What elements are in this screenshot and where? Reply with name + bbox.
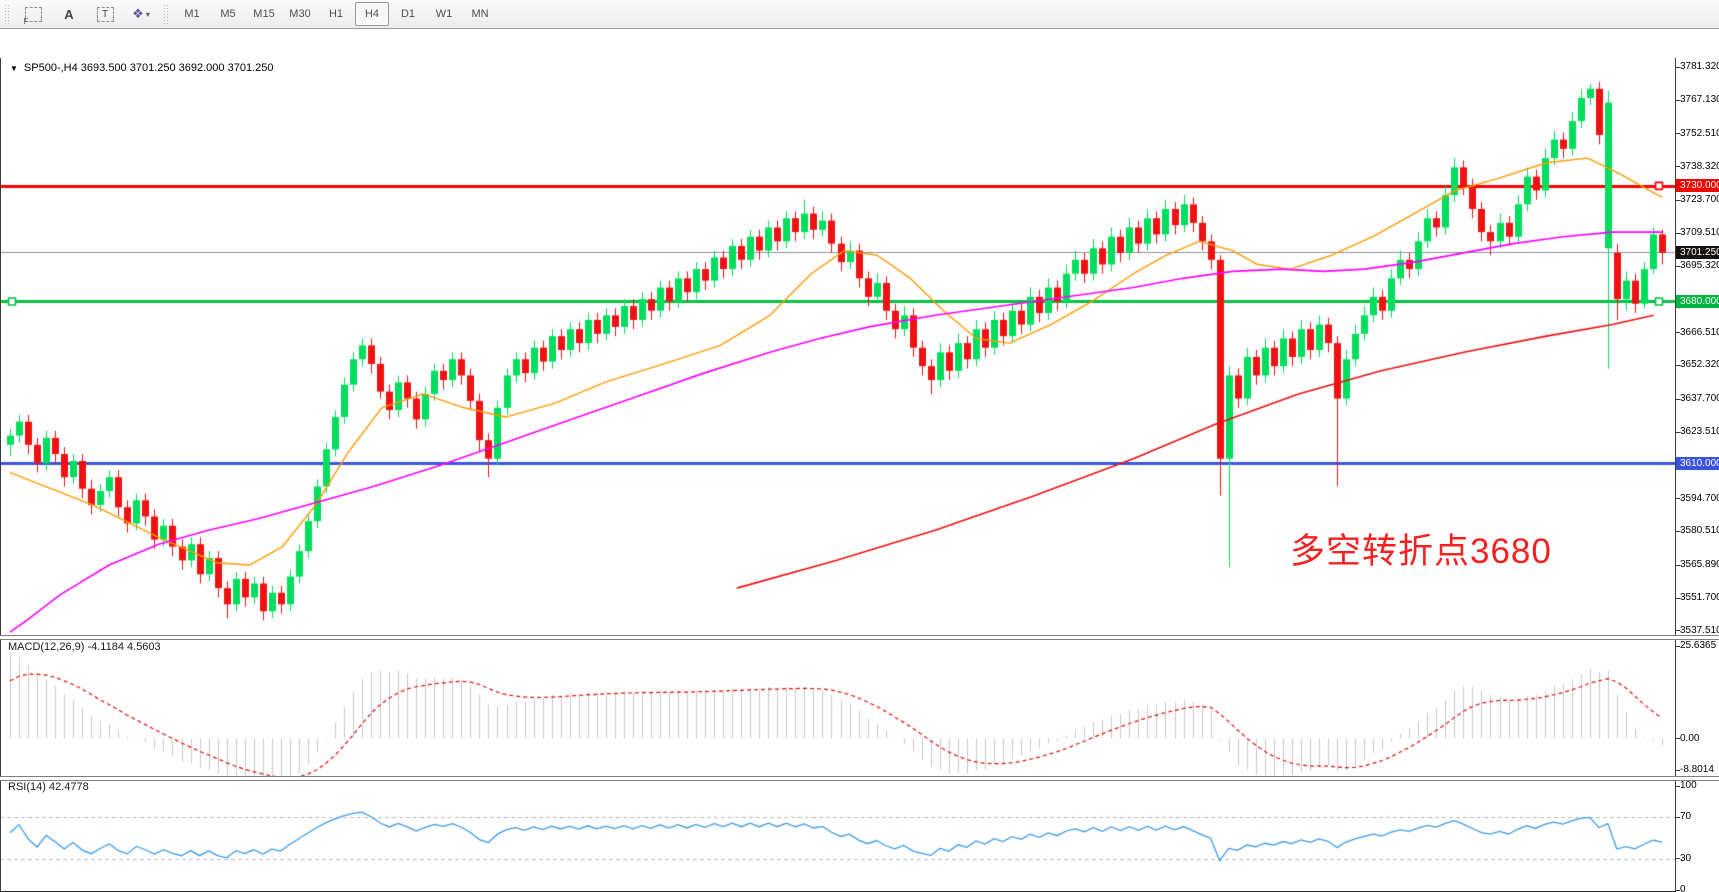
rsi-axis-tick: 30 bbox=[1680, 852, 1692, 864]
toolbar: F A T ❖ ▾ M1 M5 M15 M30 H1 H4 D1 W1 MN bbox=[0, 0, 1719, 29]
macd-axis-tick-mark bbox=[1675, 738, 1680, 740]
price-tag-3680.000: 3680.000 bbox=[1676, 294, 1719, 308]
rsi-panel-canvas[interactable] bbox=[0, 779, 1676, 891]
timeframe-w1[interactable]: W1 bbox=[435, 8, 453, 20]
price-axis-tick-mark bbox=[1675, 232, 1680, 234]
timeframe-m5[interactable]: M5 bbox=[220, 8, 236, 20]
price-tag-3610.000: 3610.000 bbox=[1676, 456, 1719, 470]
color-palette-icon[interactable]: ❖ ▾ bbox=[132, 6, 150, 21]
text-box-icon[interactable]: T bbox=[88, 2, 122, 26]
price-axis-tick-mark bbox=[1675, 265, 1680, 267]
price-tag-3701.250: 3701.250 bbox=[1676, 245, 1719, 259]
rsi-axis-tick-mark bbox=[1675, 858, 1680, 860]
panel-separator[interactable] bbox=[0, 635, 1719, 640]
price-axis-tick-mark bbox=[1675, 530, 1680, 532]
letter-a-icon[interactable]: A bbox=[64, 6, 74, 22]
panel-separator[interactable] bbox=[0, 776, 1719, 781]
toolbar-grip[interactable] bbox=[163, 4, 170, 24]
price-axis-tick: 3594.700 bbox=[1680, 492, 1719, 504]
price-axis-tick-mark bbox=[1675, 564, 1680, 566]
price-axis-tick-mark bbox=[1675, 332, 1680, 334]
macd-label: MACD(12,26,9) -4.1184 4.5603 bbox=[8, 641, 161, 653]
timeframe-d1[interactable]: D1 bbox=[400, 8, 416, 20]
timeframe-mn[interactable]: MN bbox=[471, 8, 489, 20]
price-axis-tick: 3695.320 bbox=[1680, 260, 1719, 272]
rsi-axis-tick: 0 bbox=[1680, 884, 1686, 892]
timeframe-h4[interactable]: H4 bbox=[355, 2, 389, 26]
chart-text-annotation[interactable]: 多空转折点3680 bbox=[1290, 532, 1552, 571]
price-axis-tick-mark bbox=[1675, 498, 1680, 500]
price-axis-tick: 3637.700 bbox=[1680, 393, 1719, 405]
price-tag-3730.000: 3730.000 bbox=[1676, 179, 1719, 193]
price-axis-tick-mark bbox=[1675, 364, 1680, 366]
price-axis-tick: 3623.510 bbox=[1680, 426, 1719, 438]
dropdown-caret-icon: ▾ bbox=[145, 9, 150, 19]
price-axis-tick: 3709.510 bbox=[1680, 227, 1719, 239]
price-axis-tick-mark bbox=[1675, 133, 1680, 135]
rsi-axis-tick-mark bbox=[1675, 816, 1680, 818]
price-axis-tick-mark bbox=[1675, 630, 1680, 632]
rsi-label: RSI(14) 42.4778 bbox=[8, 781, 89, 793]
macd-axis-tick-mark bbox=[1675, 769, 1680, 771]
symbol-ohlc-line: ▼ SP500-,H4 3693.500 3701.250 3692.000 3… bbox=[10, 62, 273, 74]
price-axis-tick: 3723.700 bbox=[1680, 194, 1719, 206]
price-axis-tick: 3666.510 bbox=[1680, 326, 1719, 338]
price-axis-tick: 3565.890 bbox=[1680, 559, 1719, 571]
chart-window: ▼ SP500-,H4 3693.500 3701.250 3692.000 3… bbox=[0, 28, 1719, 892]
price-axis-tick: 3767.130 bbox=[1680, 94, 1719, 105]
rsi-axis-tick-mark bbox=[1675, 785, 1680, 787]
price-axis-tick-mark bbox=[1675, 99, 1680, 101]
price-axis-tick: 3752.510 bbox=[1680, 127, 1719, 139]
price-axis-tick: 3738.320 bbox=[1680, 160, 1719, 172]
price-axis-tick-mark bbox=[1675, 166, 1680, 168]
price-axis-tick-mark bbox=[1675, 66, 1680, 68]
price-axis-tick-mark bbox=[1675, 431, 1680, 433]
price-axis-tick: 3580.510 bbox=[1680, 525, 1719, 537]
window-left-border bbox=[0, 58, 1, 892]
price-axis-tick: 3537.510 bbox=[1680, 624, 1719, 636]
price-axis-tick-mark bbox=[1675, 398, 1680, 400]
timeframe-m30[interactable]: M30 bbox=[289, 8, 311, 20]
macd-panel-canvas[interactable] bbox=[0, 638, 1676, 776]
rsi-axis-tick: 100 bbox=[1680, 780, 1697, 791]
timeframe-m1[interactable]: M1 bbox=[184, 8, 200, 20]
macd-axis-tick: 25.6365 bbox=[1680, 640, 1717, 652]
price-axis-tick-mark bbox=[1675, 199, 1680, 201]
price-axis-tick: 3781.320 bbox=[1680, 61, 1719, 73]
price-axis-border bbox=[1675, 58, 1676, 892]
timeframe-m15[interactable]: M15 bbox=[253, 8, 275, 20]
dashed-box-icon: F bbox=[24, 6, 42, 26]
macd-axis-tick-mark bbox=[1675, 645, 1680, 647]
rsi-axis-tick-mark bbox=[1675, 889, 1680, 891]
symbol-ohlc-text: SP500-,H4 3693.500 3701.250 3692.000 370… bbox=[23, 62, 274, 74]
toolbar-grip[interactable] bbox=[4, 4, 11, 24]
macd-axis-tick: 0.00 bbox=[1680, 732, 1700, 744]
price-axis-tick: 3551.700 bbox=[1680, 592, 1719, 604]
chart-shift-f-icon[interactable]: F bbox=[16, 2, 50, 26]
timeframe-h1[interactable]: H1 bbox=[328, 8, 344, 20]
main-chart-canvas[interactable] bbox=[0, 58, 1676, 636]
macd-axis-tick: -8.8014 bbox=[1680, 764, 1714, 776]
price-axis-tick: 3652.320 bbox=[1680, 359, 1719, 371]
price-axis-tick-mark bbox=[1675, 597, 1680, 599]
symbol-dropdown-icon[interactable]: ▼ bbox=[10, 63, 18, 73]
rsi-axis-tick: 70 bbox=[1680, 811, 1692, 823]
